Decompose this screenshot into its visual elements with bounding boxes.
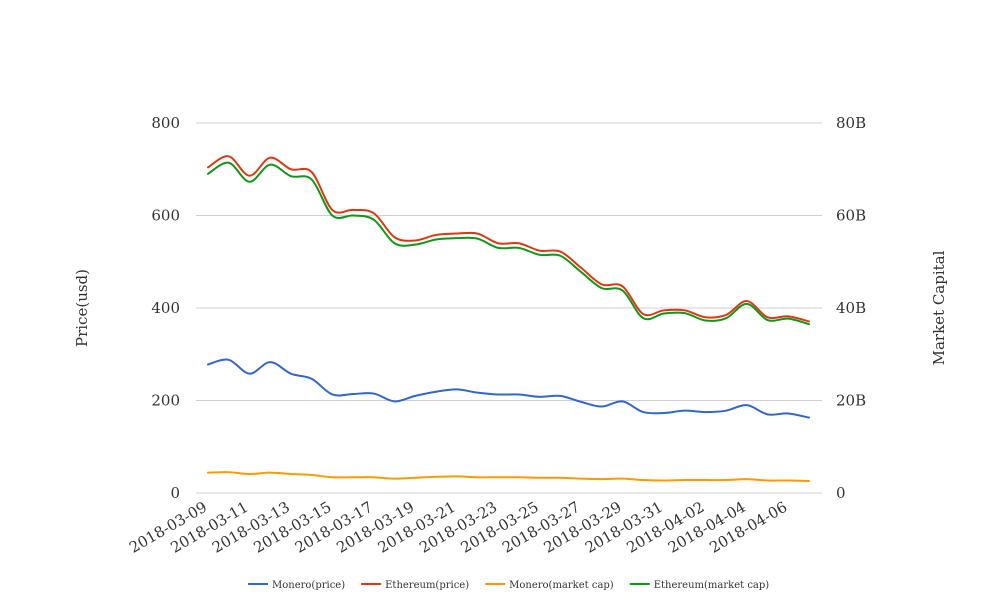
legend-label-monero-price: Monero(price) — [272, 580, 345, 591]
legend: Monero(price) Ethereum(price) Monero(marke… — [248, 580, 769, 591]
right-axis-ticks: 0 20B 40B 60B 80B — [836, 114, 866, 502]
left-axis-ticks: 0 200 400 600 800 — [151, 114, 180, 502]
series-lines — [207, 155, 810, 482]
y2-tick-label: 60B — [836, 207, 866, 225]
x-axis-ticks: 2018-03-092018-03-112018-03-132018-03-15… — [126, 498, 790, 557]
y-tick-label: 200 — [151, 392, 180, 410]
series-line-ethereum-market-cap — [207, 161, 810, 326]
y2-tick-label: 20B — [836, 392, 866, 410]
legend-label-ethereum-market-cap: Ethereum(market cap) — [654, 580, 770, 591]
gridlines — [196, 122, 822, 494]
y2-tick-label: 40B — [836, 299, 866, 317]
y2-axis-title: Market Capital — [930, 250, 948, 365]
y-tick-label: 600 — [151, 207, 180, 225]
y2-tick-label: 80B — [836, 114, 866, 132]
legend-label-ethereum-price: Ethereum(price) — [385, 580, 469, 591]
y-tick-label: 0 — [170, 484, 180, 502]
series-line-monero-price — [207, 358, 810, 419]
y-axis-title: Price(usd) — [73, 269, 91, 347]
legend-label-monero-market-cap: Monero(market cap) — [509, 580, 614, 591]
y-tick-label: 400 — [151, 299, 180, 317]
y-tick-label: 800 — [151, 114, 180, 132]
series-line-ethereum-price — [207, 155, 810, 323]
y2-tick-label: 0 — [836, 484, 846, 502]
series-line-monero-market-cap — [207, 471, 810, 482]
